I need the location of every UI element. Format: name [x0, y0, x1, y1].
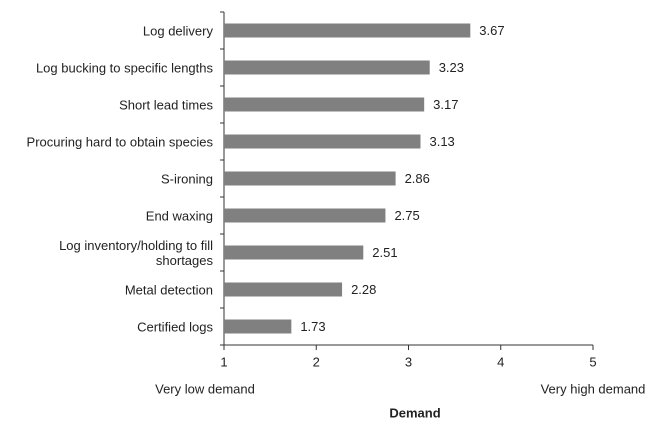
- x-tick-label: 4: [497, 354, 504, 369]
- bar: [224, 60, 430, 75]
- y-tick-label: S-ironing: [160, 171, 213, 186]
- x-tick-label: 1: [220, 354, 227, 369]
- x-axis-title: Demand: [389, 405, 440, 420]
- annotation-high: Very high demand: [541, 381, 646, 396]
- value-label: 2.75: [394, 208, 419, 223]
- y-tick-label: Procuring hard to obtain species: [26, 134, 213, 149]
- x-tick-label: 2: [313, 354, 320, 369]
- value-label: 3.23: [439, 60, 464, 75]
- y-tick-label: Short lead times: [119, 97, 213, 112]
- y-tick-label: Log bucking to specific lengths: [35, 60, 213, 75]
- bar: [224, 245, 364, 260]
- y-tick-label: Certified logs: [137, 319, 213, 334]
- y-tick-label: Log inventory/holding to fill shortages: [59, 237, 213, 268]
- y-tick-label: Metal detection: [124, 282, 213, 297]
- bar: [224, 208, 386, 223]
- y-tick-label: Log delivery: [142, 23, 213, 38]
- x-tick-label: 5: [589, 354, 596, 369]
- value-label: 2.86: [405, 171, 430, 186]
- y-tick-label: End waxing: [145, 208, 213, 223]
- value-label: 3.17: [433, 97, 458, 112]
- annotation-low: Very low demand: [155, 381, 255, 396]
- bar: [224, 282, 343, 297]
- value-label: 2.51: [372, 245, 397, 260]
- value-label: 1.73: [300, 319, 325, 334]
- x-tick-label: 3: [405, 354, 412, 369]
- bar: [224, 319, 292, 334]
- value-label: 2.28: [351, 282, 376, 297]
- value-label: 3.13: [429, 134, 454, 149]
- value-label: 3.67: [479, 23, 504, 38]
- bar: [224, 23, 471, 38]
- bar: [224, 134, 421, 149]
- bar: [224, 97, 425, 112]
- bar: [224, 171, 396, 186]
